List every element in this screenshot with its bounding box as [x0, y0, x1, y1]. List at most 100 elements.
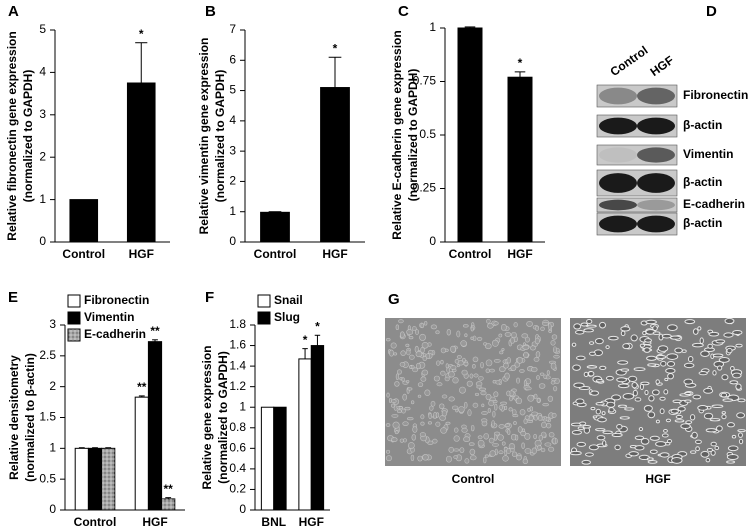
cell: [472, 356, 479, 363]
blot-band: [637, 147, 675, 163]
cell: [483, 433, 489, 440]
cell: [538, 434, 543, 441]
cell: [421, 341, 429, 349]
cell: [672, 399, 682, 404]
y-axis-label: (normalized to β-actin): [23, 353, 37, 482]
cell: [550, 340, 556, 346]
cell: [698, 371, 708, 376]
cell: [439, 403, 445, 410]
cell: [527, 407, 531, 412]
cell: [469, 448, 476, 456]
cell: [445, 421, 451, 425]
cell: [619, 416, 630, 420]
cell: [594, 428, 606, 432]
cell: [551, 377, 557, 382]
panel-label: D: [706, 3, 717, 20]
cell: [548, 432, 555, 438]
cell: [527, 394, 535, 402]
cell: [428, 413, 432, 420]
cell: [597, 417, 607, 423]
y-tick-label: 1: [429, 20, 436, 34]
cell: [392, 421, 400, 429]
cell: [548, 446, 555, 452]
lane-label: Control: [608, 43, 651, 79]
cell: [738, 432, 743, 438]
cell: [710, 450, 716, 456]
cell: [509, 396, 513, 402]
cell: [492, 442, 499, 447]
y-tick-label: 1: [239, 399, 246, 413]
cell: [710, 441, 717, 447]
cell: [648, 395, 655, 402]
cell: [726, 347, 733, 354]
micrograph-caption: Control: [452, 472, 495, 486]
cell: [659, 396, 666, 401]
cell: [735, 383, 742, 390]
cell: [521, 428, 526, 432]
cell: [705, 428, 718, 433]
y-tick-label: 0.5: [39, 471, 56, 485]
cell: [497, 434, 504, 441]
cell: [711, 404, 724, 408]
panel-label: G: [388, 291, 400, 308]
cell: [491, 339, 499, 347]
cell: [504, 372, 510, 380]
cell: [516, 454, 522, 461]
cell: [487, 408, 491, 413]
y-tick-label: 0.6: [229, 441, 246, 455]
cell: [663, 389, 669, 395]
significance: *: [333, 41, 338, 55]
cell: [513, 421, 517, 425]
legend-label: Snail: [274, 293, 303, 307]
cell: [499, 350, 504, 355]
legend-label: Fibronectin: [84, 293, 149, 307]
cell: [453, 455, 458, 460]
cell: [480, 390, 487, 396]
cell: [411, 434, 417, 441]
legend-swatch: [67, 311, 81, 325]
cell: [419, 333, 427, 341]
cell: [506, 357, 511, 364]
y-tick-label: 0: [229, 234, 236, 248]
cell: [386, 392, 390, 398]
cell: [417, 394, 422, 398]
cell: [415, 351, 423, 358]
cell: [510, 337, 515, 344]
cell: [674, 347, 683, 354]
cell: [500, 323, 507, 331]
cell: [583, 328, 594, 333]
cell: [464, 458, 470, 464]
cell: [583, 371, 589, 378]
cell: [542, 403, 549, 407]
cell: [602, 440, 607, 447]
cell: [618, 383, 630, 389]
cell: [458, 406, 465, 413]
cell: [550, 362, 557, 370]
cell: [481, 411, 488, 415]
cell: [712, 353, 724, 358]
cell: [634, 445, 645, 451]
legend-texture: [68, 329, 80, 341]
cell: [440, 370, 446, 376]
cell: [524, 415, 530, 420]
x-tick-label: Control: [254, 247, 297, 261]
cell: [608, 335, 619, 341]
cell: [450, 345, 456, 353]
cell: [617, 404, 628, 408]
cell: [576, 355, 586, 361]
cell: [450, 365, 457, 370]
bar: [126, 82, 156, 243]
cell: [406, 329, 414, 335]
cell: [523, 351, 529, 359]
cell: [721, 411, 726, 415]
cell: [684, 319, 696, 325]
cell: [402, 393, 408, 401]
cell: [590, 406, 596, 411]
cell: [633, 367, 646, 372]
y-tick-label: 0.8: [229, 420, 246, 434]
cell: [461, 369, 468, 376]
cell: [617, 360, 629, 365]
cell: [526, 320, 533, 327]
cell: [715, 339, 726, 344]
cell: [700, 450, 710, 458]
